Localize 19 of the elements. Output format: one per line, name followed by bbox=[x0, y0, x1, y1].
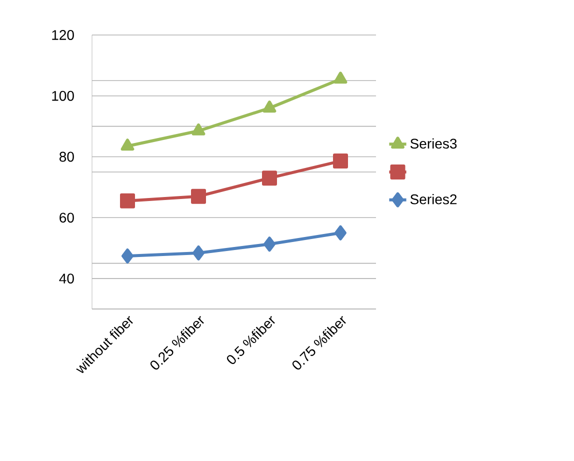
y-tick-label: 60 bbox=[60, 212, 74, 223]
point bbox=[120, 138, 134, 151]
legend-label: Series3 bbox=[410, 138, 457, 149]
point bbox=[262, 100, 276, 113]
point bbox=[192, 123, 206, 136]
point bbox=[332, 154, 348, 169]
point bbox=[191, 188, 206, 204]
y-tick-label: 120 bbox=[52, 30, 74, 40]
y-tick-label: 80 bbox=[60, 152, 74, 162]
point bbox=[120, 193, 136, 208]
point bbox=[334, 72, 348, 84]
point bbox=[264, 236, 276, 252]
point bbox=[334, 225, 346, 240]
point bbox=[262, 170, 277, 186]
point bbox=[192, 245, 204, 260]
y-tick-label: 40 bbox=[59, 274, 74, 284]
y-tick-label: 100 bbox=[52, 90, 74, 101]
legend-label: Series2 bbox=[410, 194, 457, 204]
point bbox=[122, 248, 134, 264]
